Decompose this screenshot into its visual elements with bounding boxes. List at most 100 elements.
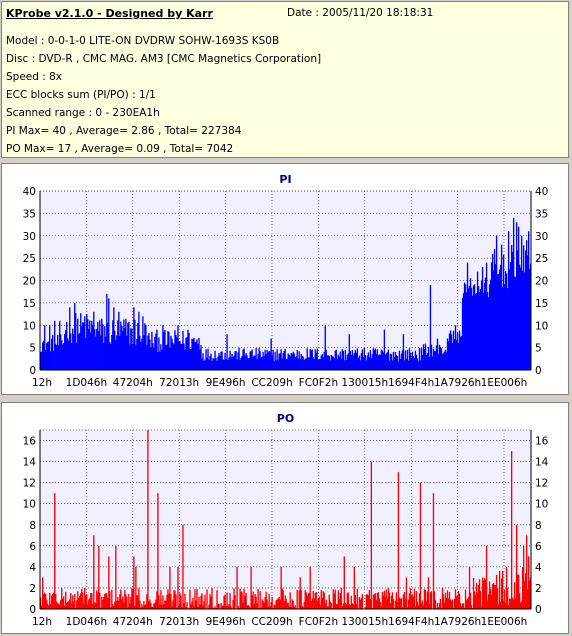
pi-bar (251, 349, 253, 370)
pi-bar (248, 358, 250, 370)
po-bar (204, 594, 206, 609)
pi-bar (351, 350, 353, 370)
po-bar (144, 605, 146, 609)
po-bar (414, 606, 417, 609)
po-bar (482, 580, 485, 609)
pi-bar (517, 226, 520, 370)
po-bar (355, 603, 357, 609)
po-chart: PO 0 0 2 2 4 4 6 6 8 8 10 10 12 12 14 14 16 16 12h 1D046h 472… (23, 412, 549, 628)
pi-bar (505, 273, 508, 370)
pi-bar (342, 350, 344, 370)
po-bar (116, 600, 118, 609)
po-bar (396, 602, 399, 609)
po-chart-title: PO (277, 412, 294, 425)
po-bar (223, 595, 225, 609)
po-bar (323, 592, 325, 609)
pi-bar (75, 313, 77, 370)
pi-bar (391, 360, 394, 370)
pi-bar (225, 359, 227, 370)
pi-bar (496, 274, 499, 370)
pi-bar (348, 334, 350, 370)
po-bar (52, 593, 54, 609)
pi-bar (302, 356, 304, 370)
pi-bar (210, 353, 212, 370)
pi-bar (511, 251, 514, 370)
po-bar (61, 588, 63, 609)
po-bar (145, 603, 147, 609)
po-xtick-label: FC0F2h (299, 616, 338, 628)
pi-bar (328, 356, 330, 370)
pi-bar (166, 344, 168, 370)
pi-ytick-label: 0 (29, 365, 36, 377)
pi-bar (463, 282, 466, 370)
pi-bar (42, 342, 44, 370)
pi-bar (99, 320, 101, 370)
po-bar (257, 589, 259, 609)
po-bar (430, 591, 433, 609)
pi-bar (357, 358, 359, 370)
pi-bar (77, 318, 79, 370)
pi-bar (433, 350, 436, 370)
pi-bar (268, 351, 270, 370)
pi-bar (300, 354, 302, 370)
pi-bar (85, 338, 87, 370)
pi-bar (135, 344, 137, 370)
po-bar (155, 599, 157, 609)
po-bar (80, 593, 82, 609)
po-bar (275, 600, 277, 609)
pi-bar (325, 349, 327, 370)
po-bar (208, 604, 210, 609)
po-bar (138, 588, 140, 609)
pi-bar (51, 338, 53, 370)
po-bar (184, 593, 186, 609)
po-bar (72, 595, 74, 609)
po-bar (62, 598, 64, 609)
po-bar (434, 600, 437, 609)
pi-bar (460, 335, 463, 370)
pi-bar (375, 353, 378, 370)
pi-bar (167, 331, 169, 370)
pi-ytick-label-right: 5 (535, 343, 542, 355)
po-bar (258, 607, 260, 609)
po-bar (112, 604, 114, 609)
po-bar (185, 606, 187, 609)
pi-ytick-label: 20 (23, 276, 36, 288)
po-bar (241, 592, 243, 609)
po-bar (332, 589, 334, 609)
po-bar (78, 597, 80, 609)
pi-bar (107, 322, 109, 370)
po-bar (525, 535, 528, 609)
po-bar (40, 597, 42, 609)
pi-bar (162, 325, 164, 370)
pi-bar (307, 357, 309, 370)
pi-bar (246, 355, 248, 370)
po-bar (370, 461, 373, 609)
po-bar (369, 598, 372, 609)
po-bar (268, 593, 270, 609)
pi-bar (322, 357, 324, 370)
po-bar (513, 582, 516, 609)
po-bar (222, 605, 224, 609)
po-xtick-label: 9E496h (206, 616, 246, 628)
po-xtick-label: 1D046h (66, 616, 107, 628)
po-bar (474, 595, 477, 609)
po-bar (121, 599, 123, 609)
po-bar (361, 594, 364, 609)
po-bar (418, 593, 421, 609)
pi-bar (221, 351, 223, 370)
po-bar (428, 603, 431, 609)
po-bar (468, 566, 471, 609)
pi-bar (436, 338, 439, 370)
pi-bar (60, 334, 62, 370)
po-bar (425, 600, 428, 609)
pi-bar (164, 330, 166, 370)
po-bar (177, 566, 179, 609)
pi-bar (519, 267, 522, 370)
pi-bar (448, 333, 451, 370)
po-bar (457, 591, 460, 609)
po-bar (440, 607, 443, 609)
pi-bar (472, 285, 475, 370)
pi-bar (240, 357, 242, 370)
po-bar (77, 591, 79, 609)
po-bar (386, 598, 389, 609)
